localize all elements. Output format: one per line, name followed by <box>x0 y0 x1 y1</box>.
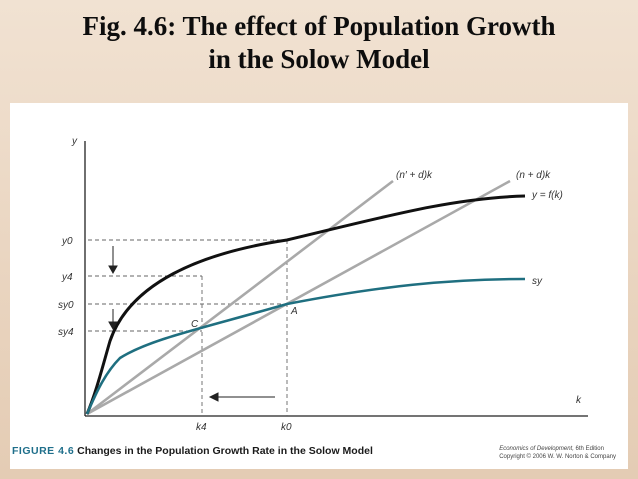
tick-y4: y4 <box>61 272 73 283</box>
point-c-label: C <box>191 319 199 330</box>
figure-panel: y k y = f(k) sy (n′ + d)k (n + d)k A C y… <box>10 103 628 469</box>
arrow-k-left-head <box>208 392 219 402</box>
savings-curve <box>85 277 526 415</box>
title-line-1: Fig. 4.6: The effect of Population Growt… <box>82 11 556 41</box>
tick-k0: k0 <box>281 422 292 433</box>
arrow-sy-down-head <box>108 321 118 331</box>
ray-n-prime-label: (n′ + d)k <box>396 170 433 181</box>
credit-copyright: Copyright © 2006 W. W. Norton & Company <box>499 454 616 460</box>
k-shift-arrow <box>208 392 275 402</box>
axis-x-label: k <box>576 395 582 406</box>
tick-k4: k4 <box>196 422 207 433</box>
ray-n-d <box>86 179 511 416</box>
figure-caption: FIGURE 4.6 Changes in the Population Gro… <box>12 445 412 457</box>
ray-n-label: (n + d)k <box>516 170 551 181</box>
arrow-y-down-head <box>108 265 118 275</box>
tick-sy4: sy4 <box>58 327 74 338</box>
title-line-2: in the Solow Model <box>208 44 430 74</box>
figure-label: FIGURE 4.6 <box>12 445 75 457</box>
slide-title: Fig. 4.6: The effect of Population Growt… <box>0 10 638 76</box>
point-a-label: A <box>290 306 298 317</box>
dashed-guides <box>88 239 288 416</box>
tick-y0: y0 <box>61 236 73 247</box>
solow-diagram: y k y = f(k) sy (n′ + d)k (n + d)k A C y… <box>58 136 588 433</box>
credit-edition: 6th Edition <box>573 446 604 452</box>
ray-n-prime-d <box>86 179 394 416</box>
production-curve <box>85 194 526 415</box>
credit-book: Economics of Development, <box>499 446 574 452</box>
axis-y-label: y <box>71 136 78 147</box>
figure-caption-text: Changes in the Population Growth Rate in… <box>77 445 373 457</box>
tick-sy0: sy0 <box>58 300 74 311</box>
publisher-credit: Economics of Development, 6th Edition Co… <box>499 445 616 461</box>
curve-sy-label: sy <box>532 276 543 287</box>
curve-f-label: y = f(k) <box>531 190 563 201</box>
y-shift-arrows <box>108 246 118 331</box>
